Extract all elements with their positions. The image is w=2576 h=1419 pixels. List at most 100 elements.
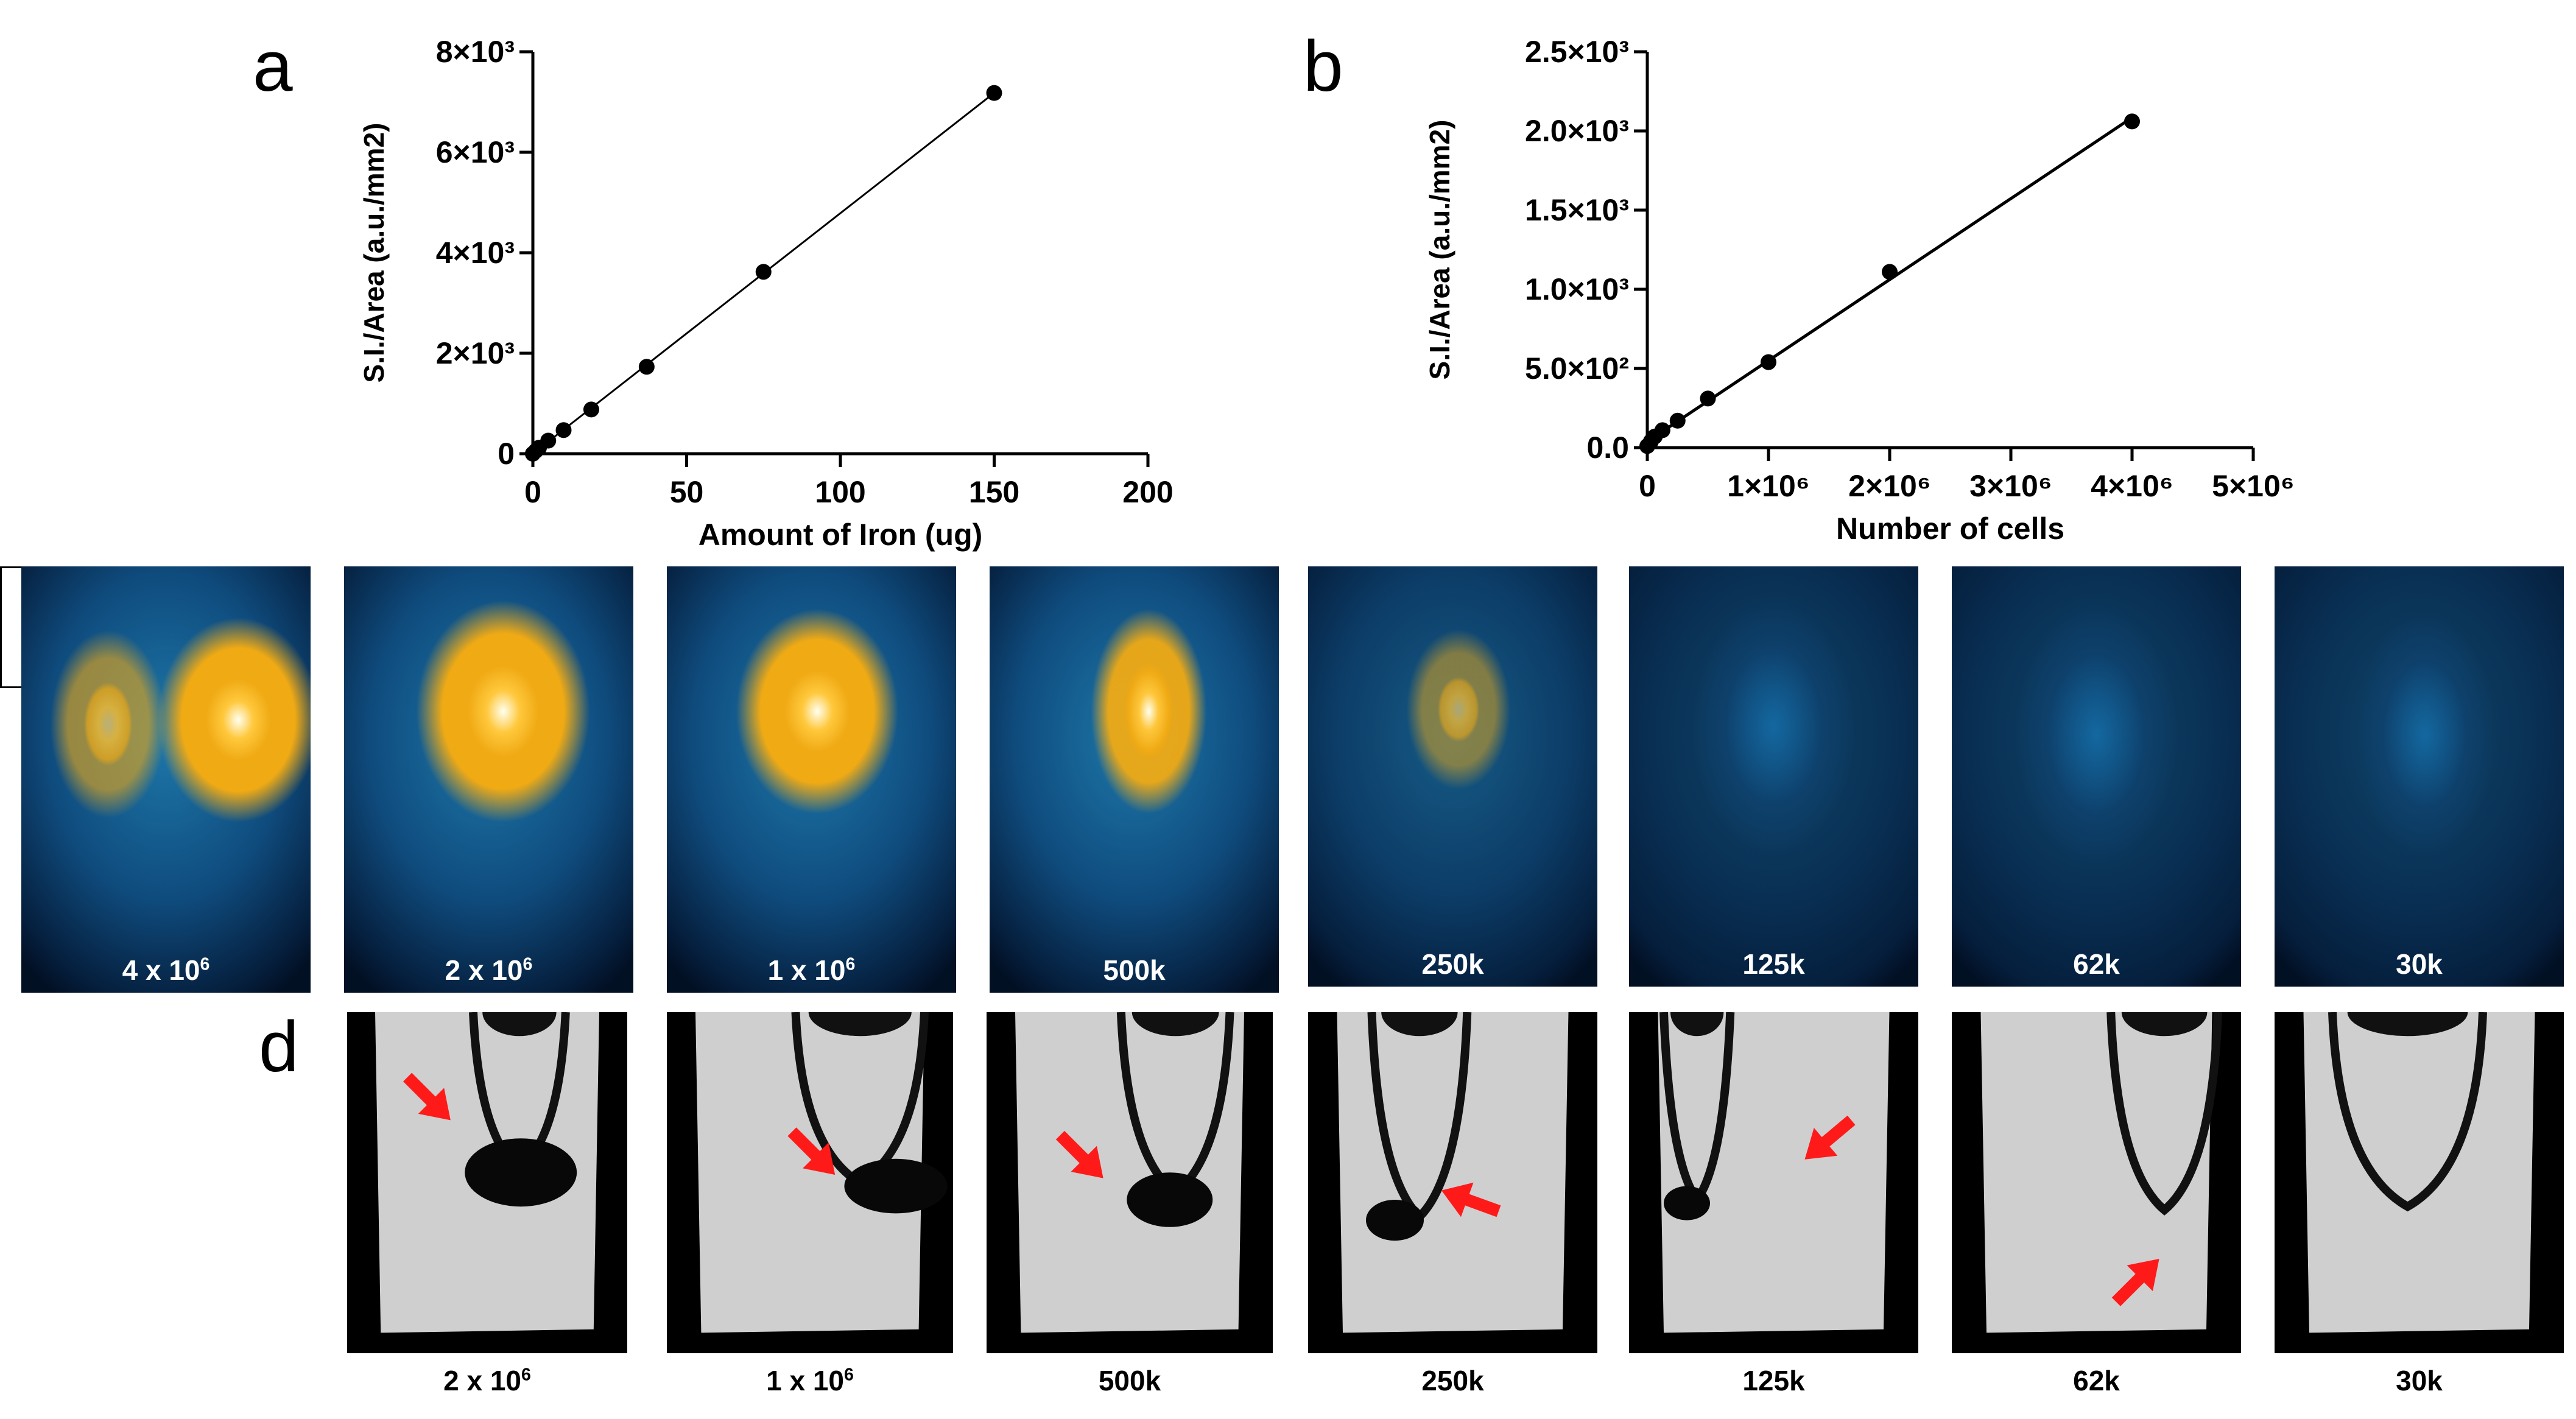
cell-count-text: 125k: [1742, 948, 1805, 980]
red-arrow-icon: [1441, 1182, 1501, 1217]
x-tick-label: 200: [1122, 475, 1173, 509]
mri-cell-count-label: 1 x 106: [670, 1364, 950, 1397]
mri-cell-count-exponent: 6: [521, 1365, 531, 1385]
cell-pellet: [465, 1138, 577, 1207]
mri-cell-count-text: 30k: [2396, 1365, 2443, 1396]
data-point: [1654, 422, 1670, 438]
y-tick-label: 5.0×10²: [1525, 351, 1629, 386]
mri-cell-count-text: 500k: [1098, 1365, 1161, 1396]
arrow-shaft: [1055, 1130, 1091, 1166]
arrow-shaft: [1819, 1115, 1856, 1149]
panel-label-d: d: [259, 1007, 299, 1087]
x-axis-label: Amount of Iron (ug): [699, 518, 983, 552]
y-tick-label: 1.0×10³: [1525, 272, 1629, 306]
x-tick-label: 0: [1639, 469, 1656, 503]
cell-count-text: 62k: [2073, 948, 2120, 980]
x-tick-label: 0: [524, 475, 541, 509]
x-tick-label: 5×10⁶: [2212, 469, 2295, 503]
tube-cap: [1670, 1012, 1724, 1037]
arrow-head: [1804, 1127, 1838, 1160]
red-arrow-icon: [1055, 1130, 1103, 1178]
mri-cell-count-label: 125k: [1634, 1364, 1914, 1397]
tube-cap: [482, 1012, 557, 1037]
data-point: [1669, 412, 1686, 429]
tube-cap: [1131, 1012, 1219, 1037]
t1-map-image: 4 x 106: [21, 566, 311, 993]
arrow-shaft: [2111, 1272, 2147, 1306]
x-tick-label: 2×10⁶: [1848, 469, 1931, 503]
cell-pellet: [1127, 1172, 1213, 1227]
arrow-shaft: [403, 1072, 438, 1108]
x-axis-label: Number of cells: [1836, 512, 2064, 546]
mri-cell-count-exponent: 6: [844, 1365, 854, 1385]
t1-map-image: 250k: [1308, 566, 1597, 987]
mri-cell-count-label: 500k: [990, 1364, 1270, 1397]
phantom-body: [1337, 1012, 1569, 1333]
y-axis-label: S.I./Area (a.u./mm2): [1424, 120, 1455, 380]
x-tick-label: 4×10⁶: [2091, 469, 2173, 503]
cell-count-label: 500k: [990, 954, 1279, 987]
phantom-body: [1980, 1012, 2212, 1333]
t1-map-image: 1 x 106: [667, 566, 956, 993]
cell-pellet: [844, 1158, 948, 1214]
data-point: [1700, 390, 1716, 407]
cell-count-label: 250k: [1308, 948, 1597, 981]
cell-count-label: 4 x 106: [21, 954, 311, 987]
data-point: [986, 85, 1002, 101]
data-point: [755, 264, 772, 280]
red-arrow-icon: [2111, 1258, 2159, 1306]
mri-cell-count-label: 62k: [1957, 1364, 2237, 1397]
red-arrow-icon: [403, 1072, 451, 1121]
data-point: [1761, 354, 1776, 370]
mri-cell-count-text: 2 x 10: [443, 1365, 522, 1396]
y-tick-label: 0.0: [1586, 431, 1629, 465]
cell-count-text: 500k: [1103, 954, 1166, 986]
y-tick-label: 1.5×10³: [1525, 193, 1629, 227]
cell-count-text: 250k: [1421, 948, 1484, 980]
y-tick-label: 2.5×10³: [1525, 35, 1629, 69]
arrow-head: [1071, 1146, 1103, 1178]
data-point: [638, 359, 655, 375]
cell-count-label: 125k: [1629, 948, 1918, 981]
red-arrow-icon: [1804, 1115, 1856, 1160]
mri-slice-image: [987, 1012, 1273, 1353]
y-tick-label: 2.0×10³: [1525, 114, 1629, 148]
cell-count-label: 30k: [2275, 948, 2564, 981]
arrow-head: [2127, 1258, 2159, 1292]
y-tick-label: 4×10³: [436, 236, 515, 270]
tube-cap: [2121, 1012, 2208, 1037]
data-point: [540, 432, 557, 449]
cell-count-label: 2 x 106: [344, 954, 633, 987]
y-tick-label: 0: [498, 437, 515, 471]
x-tick-label: 3×10⁶: [1969, 469, 2052, 503]
cell-count-exponent: 6: [200, 954, 210, 974]
cell-count-exponent: 6: [523, 954, 533, 974]
mri-cell-count-text: 62k: [2073, 1365, 2120, 1396]
t1-map-image: 500k: [990, 566, 1279, 993]
cell-count-text: 1 x 10: [767, 954, 846, 986]
mri-slice-image: [1308, 1012, 1597, 1353]
tube-cap: [2347, 1012, 2468, 1037]
cell-pellet: [1366, 1200, 1424, 1241]
mri-cell-count-text: 125k: [1742, 1365, 1805, 1396]
mri-cell-count-text: 1 x 10: [766, 1365, 845, 1396]
phantom-body: [695, 1012, 924, 1333]
tube-outline: [2106, 1012, 2222, 1216]
mri-slice-image: [347, 1012, 627, 1353]
mri-cell-count-label: 2 x 106: [347, 1364, 627, 1397]
x-tick-label: 150: [969, 475, 1019, 509]
t1-map-image: 125k: [1629, 566, 1918, 987]
arrow-head: [418, 1088, 451, 1121]
x-tick-label: 100: [815, 475, 865, 509]
panel-label-b: b: [1303, 26, 1343, 107]
data-point: [1882, 264, 1898, 280]
tube-outline: [2328, 1012, 2487, 1212]
cell-count-exponent: 6: [845, 954, 856, 974]
mri-cell-count-label: 250k: [1313, 1364, 1593, 1397]
chart-b: 0 1×10⁶ 2×10⁶ 3×10⁶ 4×10⁶ 5×10⁶ 0.0 5.0×10² 1.0×…: [1424, 35, 2295, 546]
cell-count-text: 30k: [2396, 948, 2443, 980]
arrow-shaft: [1462, 1192, 1501, 1217]
cell-pellet: [1664, 1186, 1710, 1220]
y-tick-label: 6×10³: [436, 135, 515, 169]
chart-a: 0 50 100 150 200 0 2×10³ 4×10³ 6×10³ 8×10³ Amount …: [358, 35, 1174, 552]
